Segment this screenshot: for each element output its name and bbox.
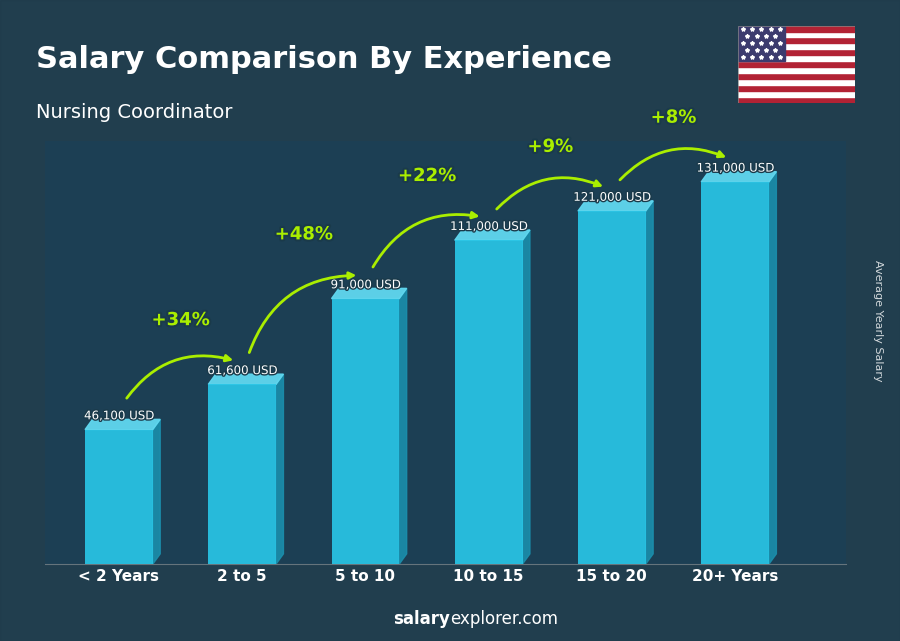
Text: +34%: +34% [151,311,210,329]
Text: 91,000 USD: 91,000 USD [330,278,400,291]
Polygon shape [454,230,530,240]
Text: 121,000 USD: 121,000 USD [573,191,651,204]
Polygon shape [85,419,160,429]
Polygon shape [523,230,530,564]
Text: explorer.com: explorer.com [450,610,558,628]
Text: 61,600 USD: 61,600 USD [207,364,277,377]
Polygon shape [400,288,407,564]
Polygon shape [769,172,777,564]
Bar [738,37,855,44]
Polygon shape [276,374,284,564]
Text: 111,000 USD: 111,000 USD [450,220,527,233]
Bar [738,44,855,49]
Bar [738,26,785,61]
Text: salary: salary [393,610,450,628]
Bar [738,91,855,97]
Polygon shape [646,201,653,564]
Bar [331,299,400,564]
Polygon shape [331,288,407,299]
Text: 131,000 USD: 131,000 USD [697,162,774,174]
Polygon shape [701,172,777,182]
Bar [738,55,855,61]
Text: +9%: +9% [527,138,573,156]
Bar [738,67,855,73]
Text: 46,100 USD: 46,100 USD [84,410,154,422]
Text: Average Yearly Salary: Average Yearly Salary [873,260,883,381]
Bar [738,79,855,85]
Bar [701,182,769,564]
Text: Salary Comparison By Experience: Salary Comparison By Experience [36,45,612,74]
Bar [85,429,153,564]
Bar [738,85,855,91]
Polygon shape [153,419,160,564]
Bar [738,61,855,67]
Bar [738,49,855,55]
Bar [738,26,855,31]
Text: +48%: +48% [274,226,333,244]
Bar [738,31,855,37]
Text: +22%: +22% [398,167,456,185]
Bar [208,385,276,564]
Text: Nursing Coordinator: Nursing Coordinator [36,103,232,122]
Bar [738,73,855,79]
Bar [738,97,855,103]
Bar [578,211,646,564]
Polygon shape [208,374,284,385]
Polygon shape [578,201,653,211]
Bar [454,240,523,564]
Text: +8%: +8% [651,109,697,127]
